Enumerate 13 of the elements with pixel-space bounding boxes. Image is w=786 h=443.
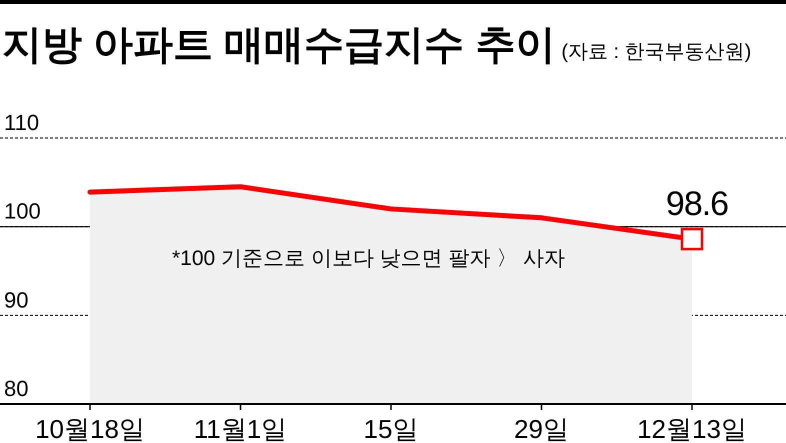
y-tick-label: 80 bbox=[4, 376, 28, 401]
chart-title: 지방 아파트 매매수급지수 추이 bbox=[2, 23, 556, 67]
x-tick-label: 29일 bbox=[514, 414, 569, 443]
data-label: 98.6 bbox=[666, 185, 728, 224]
y-tick-label: 100 bbox=[4, 198, 41, 224]
y-tick-label: 90 bbox=[4, 287, 28, 312]
x-tick-label: 10월18일 bbox=[35, 414, 145, 443]
x-tick-label: 15일 bbox=[364, 414, 418, 443]
annotation: *100 기준으로 이보다 낮으면 팔자 〉 사자 bbox=[172, 247, 566, 270]
chart-subtitle: (자료 : 한국부동산원) bbox=[561, 41, 752, 63]
x-tick-label: 11월1일 bbox=[194, 414, 288, 443]
y-tick-label: 110 bbox=[4, 110, 40, 135]
x-tick-label: 12월13일 bbox=[637, 414, 747, 443]
